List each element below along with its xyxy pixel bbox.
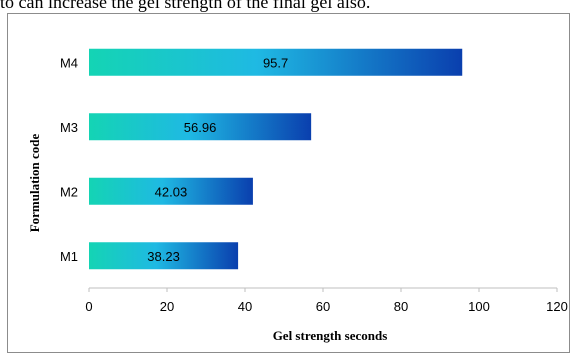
- x-axis-title: Gel strength seconds: [273, 328, 388, 343]
- x-tick-label: 0: [85, 299, 92, 314]
- bar-m4: [89, 48, 463, 76]
- y-axis-title: Formulation code: [27, 133, 42, 232]
- x-tick-label: 80: [394, 299, 408, 314]
- x-tick-label: 20: [160, 299, 174, 314]
- x-tick-label: 100: [468, 299, 490, 314]
- bar-m3: [89, 113, 312, 141]
- x-tick-label: 60: [316, 299, 330, 314]
- bar-value-label: 95.7: [263, 55, 288, 70]
- y-tick-label: M4: [60, 55, 78, 70]
- bar-value-label: 38.23: [147, 249, 180, 264]
- x-tick-label: 120: [546, 299, 568, 314]
- bar-m2: [89, 177, 253, 205]
- bar-value-label: 42.03: [155, 184, 188, 199]
- y-tick-label: M1: [60, 249, 78, 264]
- y-tick-label: M3: [60, 120, 78, 135]
- y-tick-label: M2: [60, 184, 78, 199]
- caption-text: to can increase the gel strength of the …: [0, 0, 371, 12]
- bar-value-label: 56.96: [184, 120, 217, 135]
- x-tick-label: 40: [238, 299, 252, 314]
- bar-m1: [89, 242, 239, 270]
